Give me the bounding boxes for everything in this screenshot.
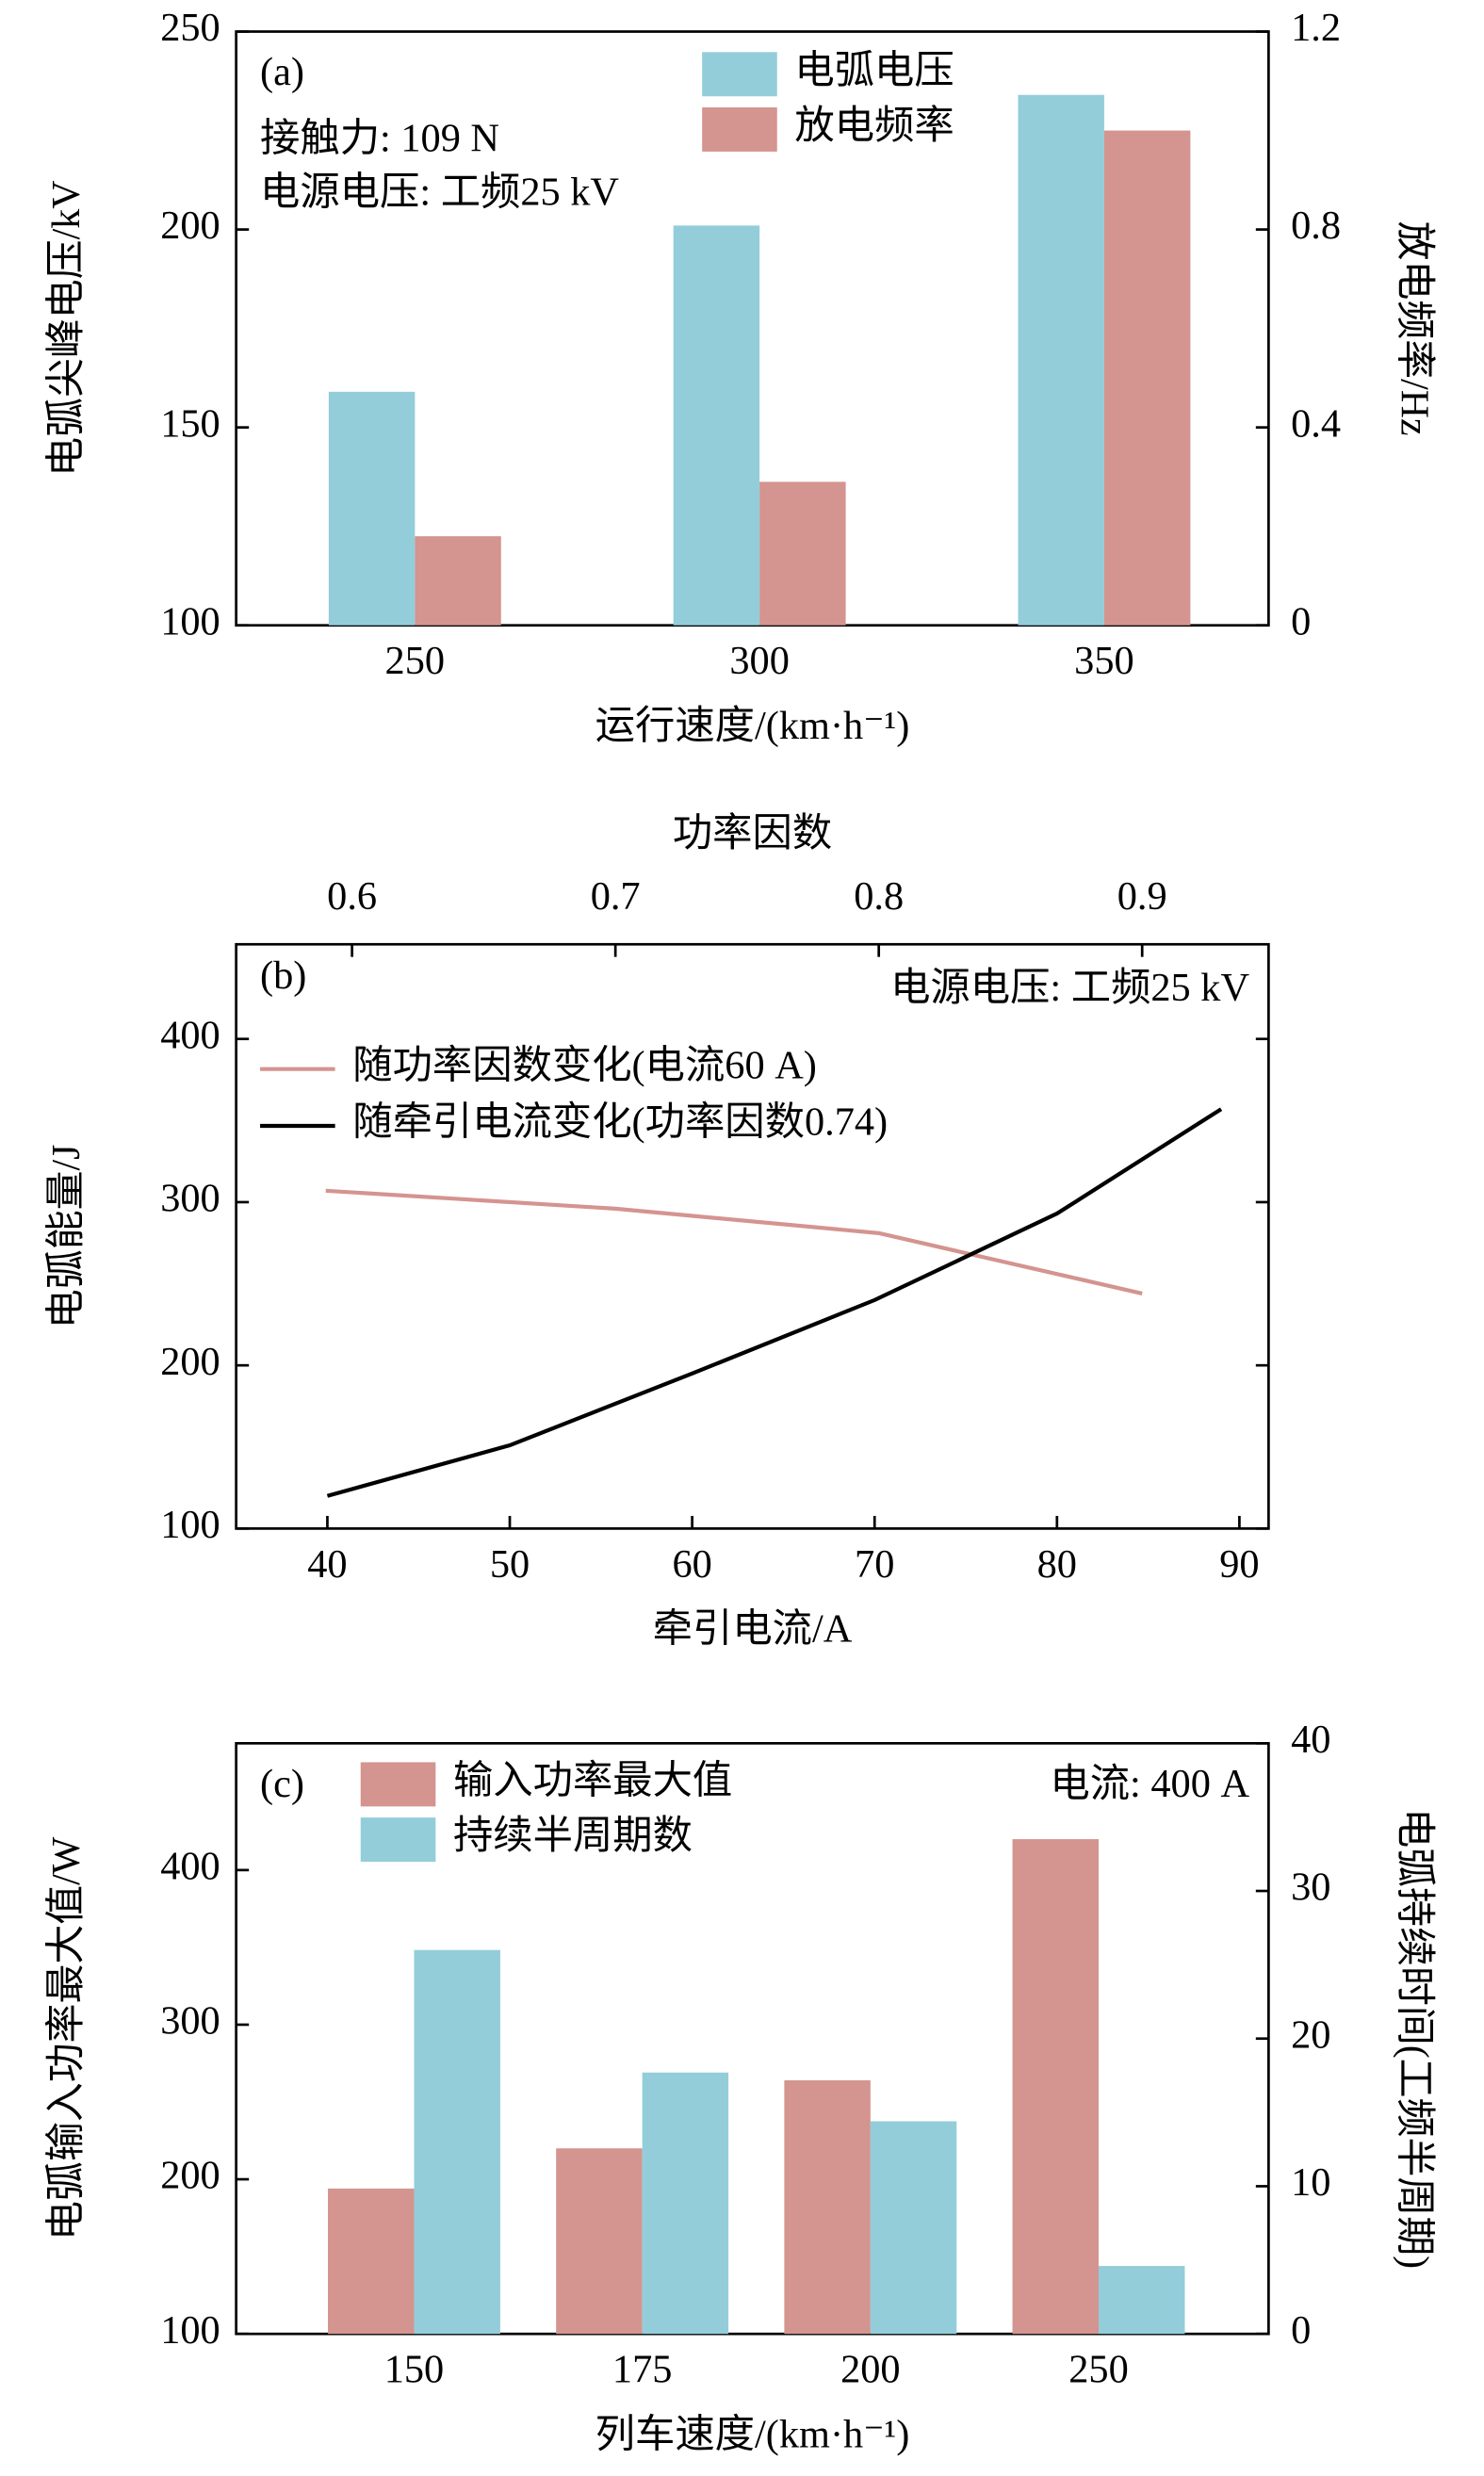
x-axis-label: 列车速度/(km·h⁻¹) [595, 2413, 910, 2457]
y-axis-label: 电弧能量/J [44, 1145, 89, 1329]
legend-swatch [702, 52, 777, 97]
y2-tick-label: 0.8 [1291, 204, 1341, 248]
y2-tick-label: 10 [1291, 2160, 1330, 2205]
bar [1018, 94, 1104, 626]
annotation: 电源电压: 工频25 kV [890, 966, 1249, 1010]
x-tick-label: 70 [855, 1542, 894, 1587]
y2-tick-label: 30 [1291, 1865, 1330, 1910]
x-tick-label: 150 [384, 2348, 444, 2392]
x2-axis-label: 功率因数 [673, 811, 832, 855]
bar [1012, 1839, 1100, 2335]
y-tick-label: 100 [160, 2308, 220, 2353]
annotation: (b) [260, 953, 306, 998]
x2-tick-label: 0.7 [591, 874, 641, 919]
legend-swatch [360, 1817, 436, 1863]
y-tick-label: 100 [160, 600, 220, 644]
bar [414, 1949, 500, 2335]
legend-label: 随功率因数变化(电流60 A) [352, 1043, 817, 1087]
line [326, 1107, 1223, 1498]
y-tick-label: 250 [160, 6, 220, 50]
x-tick-label: 350 [1074, 639, 1133, 683]
y2-tick-label: 0 [1291, 600, 1311, 644]
y-tick-label: 200 [160, 1340, 220, 1384]
annotation: (c) [260, 1762, 304, 1806]
legend-label: 持续半周期数 [453, 1814, 693, 1858]
x-tick-label: 50 [490, 1542, 530, 1587]
x-tick-label: 200 [840, 2348, 900, 2392]
bar [759, 481, 846, 626]
x-axis-label: 牵引电流/A [653, 1607, 853, 1652]
legend-label: 电弧电压 [794, 49, 954, 93]
x-tick-label: 250 [385, 639, 445, 683]
bar [556, 2148, 643, 2335]
bar [1099, 2266, 1185, 2335]
y2-tick-label: 40 [1291, 1718, 1330, 1762]
y-tick-label: 150 [160, 401, 220, 446]
annotation: (a) [260, 50, 304, 94]
bar [870, 2121, 957, 2335]
x-tick-label: 250 [1068, 2348, 1128, 2392]
y2-tick-label: 20 [1291, 2013, 1330, 2058]
x-tick-label: 175 [612, 2348, 672, 2392]
y-tick-label: 400 [160, 1014, 220, 1058]
y-tick-label: 400 [160, 1845, 220, 1889]
bar [328, 391, 416, 626]
annotation: 接触力: 109 N [260, 117, 499, 161]
legend-label: 输入功率最大值 [453, 1759, 732, 1803]
y-tick-label: 300 [160, 1999, 220, 2044]
legend-label: 放电频率 [794, 104, 954, 148]
y-axis-label: 电弧尖峰电压/kV [44, 181, 89, 477]
x-tick-label: 60 [672, 1542, 711, 1587]
legend-label: 随牵引电流变化(功率因数0.74) [352, 1100, 888, 1145]
y2-tick-label: 1.2 [1291, 6, 1341, 50]
line [325, 1188, 1143, 1295]
y2-axis-label: 电弧持续时间(工频半周期) [1392, 1808, 1436, 2269]
x-tick-label: 40 [307, 1542, 347, 1587]
annotation: 电源电压: 工频25 kV [260, 171, 619, 215]
x2-tick-label: 0.8 [854, 874, 904, 919]
bar [1103, 130, 1191, 626]
y-tick-label: 200 [160, 2154, 220, 2198]
plot-frame [235, 942, 1270, 1530]
y2-axis-label: 放电频率/Hz [1392, 221, 1436, 436]
bar [673, 225, 760, 626]
y-tick-label: 200 [160, 204, 220, 248]
annotation: 电流: 400 A [1050, 1762, 1249, 1806]
x-axis-label: 运行速度/(km·h⁻¹) [595, 704, 910, 748]
y-tick-label: 100 [160, 1503, 220, 1547]
bar [415, 536, 501, 626]
y2-tick-label: 0.4 [1291, 401, 1341, 446]
legend-swatch [360, 1762, 436, 1807]
y-axis-label: 电弧输入功率最大值/W [44, 1836, 89, 2240]
x-tick-label: 90 [1219, 1542, 1259, 1587]
bar [784, 2080, 871, 2335]
legend-swatch [702, 106, 777, 152]
x-tick-label: 300 [729, 639, 789, 683]
y-tick-label: 300 [160, 1177, 220, 1221]
x-tick-label: 80 [1037, 1542, 1077, 1587]
x2-tick-label: 0.6 [327, 874, 377, 919]
bar [328, 2188, 415, 2335]
x2-tick-label: 0.9 [1117, 874, 1167, 919]
y2-tick-label: 0 [1291, 2308, 1311, 2353]
bar [642, 2072, 729, 2335]
